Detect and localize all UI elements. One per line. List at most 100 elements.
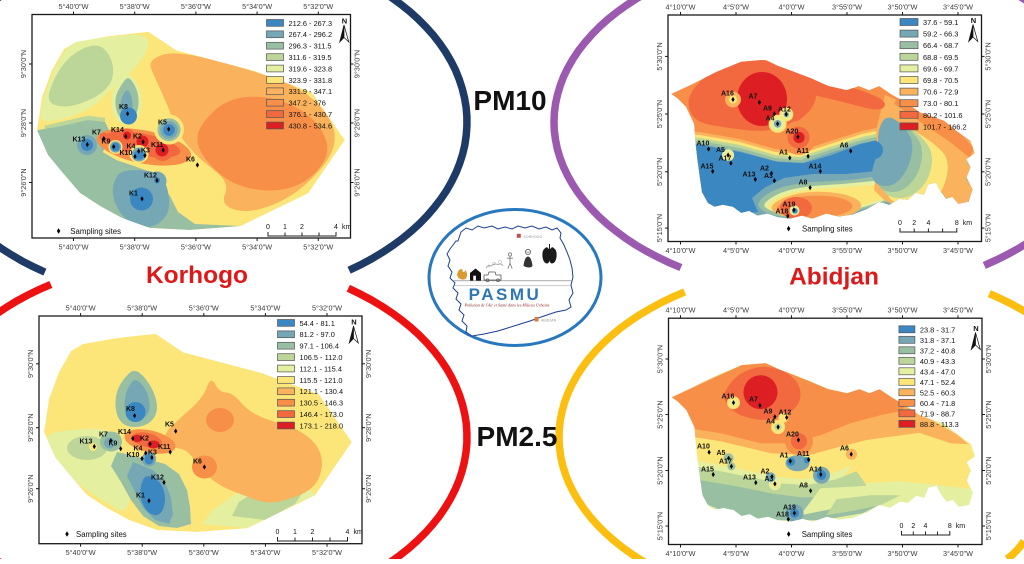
svg-text:5°30'0"N: 5°30'0"N bbox=[655, 42, 664, 70]
svg-text:A11: A11 bbox=[797, 148, 810, 155]
svg-text:N: N bbox=[971, 16, 976, 25]
svg-text:311.6 - 319.5: 311.6 - 319.5 bbox=[289, 53, 332, 62]
svg-text:K11: K11 bbox=[158, 444, 171, 451]
svg-text:K11: K11 bbox=[151, 142, 164, 149]
svg-text:N: N bbox=[351, 318, 356, 327]
svg-text:0: 0 bbox=[900, 523, 904, 530]
svg-text:3°55'0"W: 3°55'0"W bbox=[832, 549, 862, 558]
svg-text:A7: A7 bbox=[749, 94, 758, 101]
svg-text:115.5 - 121.0: 115.5 - 121.0 bbox=[300, 376, 343, 385]
svg-text:K8: K8 bbox=[119, 104, 128, 111]
svg-text:A8: A8 bbox=[799, 180, 808, 187]
svg-text:K8: K8 bbox=[126, 406, 135, 413]
svg-text:319.6 - 323.8: 319.6 - 323.8 bbox=[289, 64, 333, 73]
svg-text:A2: A2 bbox=[761, 469, 770, 476]
svg-text:80.2 - 101.6: 80.2 - 101.6 bbox=[923, 111, 962, 120]
svg-text:2: 2 bbox=[311, 529, 315, 536]
svg-text:A17: A17 bbox=[719, 156, 732, 163]
svg-text:A8: A8 bbox=[799, 483, 808, 490]
svg-text:9°28'0"N: 9°28'0"N bbox=[353, 109, 362, 137]
svg-text:Sampling sites: Sampling sites bbox=[802, 224, 853, 233]
svg-text:66.4 - 68.7: 66.4 - 68.7 bbox=[923, 41, 958, 50]
svg-text:Korhogo: Korhogo bbox=[146, 262, 248, 289]
svg-text:37.2 - 40.8: 37.2 - 40.8 bbox=[920, 346, 955, 355]
svg-text:km: km bbox=[354, 529, 364, 536]
svg-text:0: 0 bbox=[898, 220, 902, 227]
svg-text:4°10'0"W: 4°10'0"W bbox=[665, 306, 695, 315]
svg-text:5°40'0"W: 5°40'0"W bbox=[66, 548, 96, 557]
svg-text:3°50'0"W: 3°50'0"W bbox=[887, 3, 917, 12]
svg-text:5°32'0"W: 5°32'0"W bbox=[312, 304, 342, 313]
svg-text:K9: K9 bbox=[102, 139, 111, 146]
svg-text:0: 0 bbox=[266, 224, 270, 231]
svg-text:5°32'0"W: 5°32'0"W bbox=[303, 2, 333, 11]
svg-text:3°45'0"W: 3°45'0"W bbox=[943, 549, 973, 558]
svg-text:K5: K5 bbox=[165, 422, 174, 429]
svg-text:31.8 - 37.1: 31.8 - 37.1 bbox=[920, 336, 955, 345]
svg-text:K10: K10 bbox=[120, 150, 133, 157]
svg-text:5°38'0"W: 5°38'0"W bbox=[127, 548, 157, 557]
svg-text:3°55'0"W: 3°55'0"W bbox=[832, 3, 862, 12]
svg-text:97.1 - 106.4: 97.1 - 106.4 bbox=[300, 342, 339, 351]
svg-text:9°26'0"N: 9°26'0"N bbox=[353, 168, 362, 196]
svg-text:5°15'0"N: 5°15'0"N bbox=[984, 214, 993, 242]
svg-text:4°5'0"W: 4°5'0"W bbox=[723, 306, 749, 315]
svg-text:9°30'0"N: 9°30'0"N bbox=[26, 350, 35, 378]
svg-text:3°45'0"W: 3°45'0"W bbox=[943, 3, 973, 12]
svg-text:1: 1 bbox=[293, 529, 297, 536]
svg-text:2: 2 bbox=[911, 523, 915, 530]
svg-text:K13: K13 bbox=[80, 439, 93, 446]
svg-text:K10: K10 bbox=[127, 452, 140, 459]
svg-text:K7: K7 bbox=[99, 432, 108, 439]
svg-text:A9: A9 bbox=[763, 106, 772, 113]
svg-text:296.3 - 311.5: 296.3 - 311.5 bbox=[289, 42, 332, 51]
svg-text:K12: K12 bbox=[151, 475, 164, 482]
svg-text:4°5'0"W: 4°5'0"W bbox=[723, 246, 749, 255]
svg-text:K6: K6 bbox=[186, 157, 195, 164]
svg-text:km: km bbox=[956, 523, 966, 530]
svg-text:5°38'0"W: 5°38'0"W bbox=[127, 304, 157, 313]
svg-text:4°5'0"W: 4°5'0"W bbox=[723, 549, 749, 558]
svg-text:A13: A13 bbox=[743, 172, 756, 179]
svg-text:K12: K12 bbox=[144, 173, 157, 180]
svg-text:173.1 - 218.0: 173.1 - 218.0 bbox=[300, 421, 344, 430]
svg-text:5°30'0"N: 5°30'0"N bbox=[984, 345, 993, 373]
svg-text:267.4 - 296.2: 267.4 - 296.2 bbox=[289, 30, 333, 39]
svg-text:60.4 - 71.8: 60.4 - 71.8 bbox=[920, 399, 955, 408]
svg-text:2: 2 bbox=[300, 224, 304, 231]
svg-text:5°36'0"W: 5°36'0"W bbox=[189, 548, 219, 557]
svg-text:3°45'0"W: 3°45'0"W bbox=[943, 246, 973, 255]
svg-text:A18: A18 bbox=[776, 209, 789, 216]
svg-text:43.4 - 47.0: 43.4 - 47.0 bbox=[920, 367, 955, 376]
svg-text:112.1 - 115.4: 112.1 - 115.4 bbox=[300, 364, 342, 373]
svg-text:K13: K13 bbox=[73, 137, 86, 144]
svg-text:88.8 - 113.3: 88.8 - 113.3 bbox=[920, 420, 959, 429]
svg-text:54.4 - 81.1: 54.4 - 81.1 bbox=[300, 319, 335, 328]
svg-text:N: N bbox=[342, 17, 347, 26]
svg-text:4°0'0"W: 4°0'0"W bbox=[779, 306, 805, 315]
svg-text:1: 1 bbox=[283, 224, 287, 231]
svg-text:40.9 - 43.3: 40.9 - 43.3 bbox=[920, 357, 955, 366]
svg-text:5°36'0"W: 5°36'0"W bbox=[189, 304, 219, 313]
svg-text:5°34'0"W: 5°34'0"W bbox=[242, 2, 272, 11]
svg-text:K4: K4 bbox=[134, 446, 143, 453]
svg-text:4: 4 bbox=[334, 224, 338, 231]
svg-text:8: 8 bbox=[948, 523, 952, 530]
svg-text:K2: K2 bbox=[133, 134, 142, 141]
svg-text:69.8 - 70.5: 69.8 - 70.5 bbox=[923, 76, 958, 85]
svg-text:9°30'0"N: 9°30'0"N bbox=[19, 50, 28, 78]
svg-text:5°38'0"W: 5°38'0"W bbox=[120, 2, 150, 11]
svg-text:K3: K3 bbox=[141, 148, 150, 155]
svg-text:Abidjan: Abidjan bbox=[789, 264, 879, 291]
svg-text:130.5 - 146.3: 130.5 - 146.3 bbox=[300, 399, 344, 408]
svg-text:A15: A15 bbox=[701, 467, 714, 474]
svg-text:A19: A19 bbox=[783, 202, 796, 209]
svg-text:68.8 - 69.5: 68.8 - 69.5 bbox=[923, 53, 958, 62]
svg-text:K6: K6 bbox=[193, 459, 202, 466]
svg-text:9°30'0"N: 9°30'0"N bbox=[364, 350, 373, 378]
svg-text:K14: K14 bbox=[118, 429, 131, 436]
svg-text:5°38'0"W: 5°38'0"W bbox=[120, 243, 150, 252]
svg-text:4°0'0"W: 4°0'0"W bbox=[779, 3, 805, 12]
svg-text:PM10: PM10 bbox=[473, 85, 546, 116]
svg-text:km: km bbox=[963, 220, 973, 227]
